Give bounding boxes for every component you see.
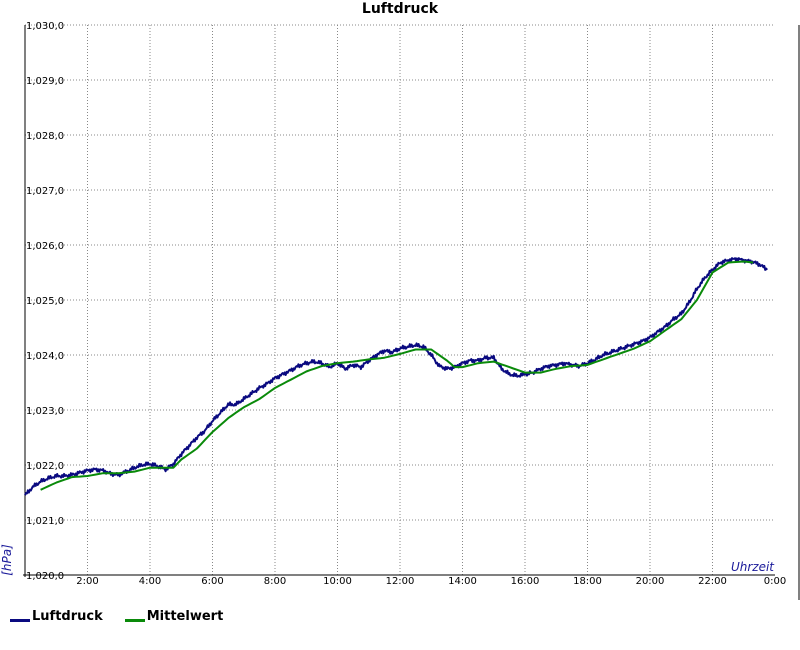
x-tick-label: 16:00 (511, 576, 540, 587)
y-tick-label: 1,023,0 (26, 406, 64, 417)
y-tick-label: 1,028,0 (26, 131, 64, 142)
legend-item-luftdruck: Luftdruck (10, 609, 103, 624)
y-tick-label: 1,022,0 (26, 461, 64, 472)
x-tick-label: 20:00 (636, 576, 665, 587)
series-line-mittelwert (40, 260, 754, 491)
series-lines (24, 257, 768, 496)
y-tick-label: 1,027,0 (26, 186, 64, 197)
x-tick-label: 12:00 (386, 576, 415, 587)
y-tick-label: 1,025,0 (26, 296, 64, 307)
x-tick-label: 4:00 (139, 576, 161, 587)
y-tick-label: 1,026,0 (26, 241, 64, 252)
y-tick-label: 1,030,0 (26, 21, 64, 32)
x-tick-label: 14:00 (448, 576, 477, 587)
y-tick-label: 1,024,0 (26, 351, 64, 362)
x-tick-label: 2:00 (76, 576, 98, 587)
x-tick-label: 6:00 (201, 576, 223, 587)
legend-swatch-mittelwert (124, 619, 145, 622)
legend: Luftdruck Mittelwert (10, 609, 245, 624)
chart-title: Luftdruck (362, 1, 439, 17)
x-tick-label: 8:00 (264, 576, 286, 587)
x-tick-label: 10:00 (323, 576, 352, 587)
x-axis-label: Uhrzeit (731, 560, 775, 574)
x-tick-label: 22:00 (698, 576, 727, 587)
y-axis-label: [hPa] (0, 544, 14, 576)
y-tick-label: 1,029,0 (26, 76, 64, 87)
legend-item-mittelwert: Mittelwert (124, 609, 224, 624)
legend-label-mittelwert: Mittelwert (146, 609, 224, 624)
series-line-luftdruck (24, 257, 768, 496)
y-tick-labels: 1,020,0 1,021,0 1,022,0 1,023,0 1,024,0 1,025… (26, 21, 64, 582)
grid (25, 24, 775, 575)
legend-swatch-luftdruck (10, 619, 30, 622)
x-tick-labels: 2:00 4:00 6:00 8:00 10:00 12:00 14:00 16:00 18:0… (76, 576, 786, 587)
axes (23, 25, 800, 600)
x-tick-label: 0:00 (764, 576, 786, 587)
x-tick-label: 18:00 (573, 576, 602, 587)
y-tick-label: 1,021,0 (26, 516, 64, 527)
legend-label-luftdruck: Luftdruck (32, 609, 103, 624)
y-tick-label: 1,020,0 (26, 571, 64, 582)
